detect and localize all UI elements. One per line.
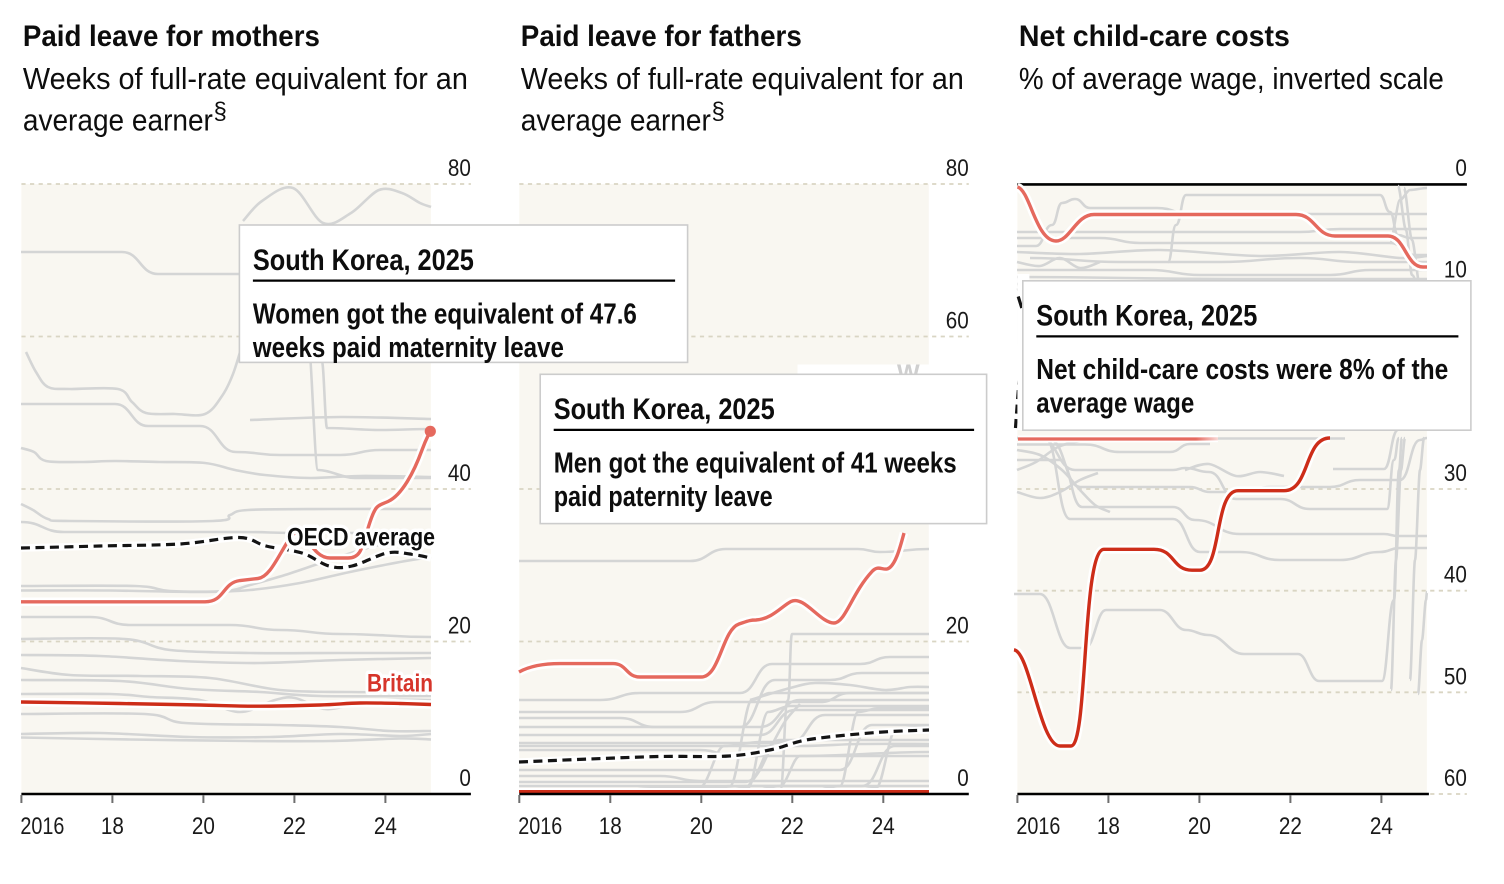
svg-text:0: 0 [459, 765, 471, 792]
svg-text:§: § [214, 98, 227, 125]
svg-text:weeks paid maternity leave: weeks paid maternity leave [252, 332, 564, 364]
svg-text:Paid leave for fathers: Paid leave for fathers [521, 20, 802, 53]
svg-text:18: 18 [599, 813, 622, 840]
svg-text:22: 22 [781, 813, 804, 840]
svg-text:80: 80 [448, 155, 471, 182]
svg-text:24: 24 [872, 813, 895, 840]
svg-text:Weeks of full-rate equivalent: Weeks of full-rate equivalent for an [521, 61, 964, 96]
svg-text:average earner: average earner [521, 103, 711, 138]
svg-text:average earner: average earner [23, 103, 213, 138]
svg-text:20: 20 [690, 813, 713, 840]
svg-text:50: 50 [1444, 663, 1467, 690]
svg-text:average wage: average wage [1036, 388, 1194, 420]
svg-text:30: 30 [1444, 460, 1467, 487]
svg-text:20: 20 [192, 813, 215, 840]
svg-text:18: 18 [1097, 813, 1120, 840]
svg-text:18: 18 [101, 813, 124, 840]
svg-text:20: 20 [946, 613, 969, 640]
svg-text:§: § [712, 98, 725, 125]
svg-text:2016: 2016 [1016, 813, 1060, 840]
svg-text:South Korea, 2025: South Korea, 2025 [253, 244, 474, 277]
svg-text:paid paternity leave: paid paternity leave [554, 481, 773, 513]
svg-text:40: 40 [448, 460, 471, 487]
svg-text:10: 10 [1444, 257, 1467, 284]
svg-text:Net child-care costs: Net child-care costs [1019, 20, 1290, 53]
svg-text:Weeks of full-rate equivalent: Weeks of full-rate equivalent for an [23, 61, 468, 96]
svg-text:% of average wage, inverted sc: % of average wage, inverted scale [1019, 61, 1444, 96]
svg-text:22: 22 [1279, 813, 1302, 840]
svg-text:South Korea, 2025: South Korea, 2025 [554, 393, 775, 426]
svg-text:22: 22 [283, 813, 306, 840]
svg-text:20: 20 [1188, 813, 1211, 840]
svg-text:0: 0 [957, 765, 969, 792]
svg-text:Men got the equivalent of 41 w: Men got the equivalent of 41 weeks [554, 448, 957, 480]
svg-text:0: 0 [1455, 155, 1467, 182]
svg-text:24: 24 [374, 813, 397, 840]
svg-text:South Korea, 2025: South Korea, 2025 [1036, 300, 1257, 333]
svg-text:Britain: Britain [367, 670, 433, 698]
svg-text:20: 20 [448, 613, 471, 640]
svg-text:60: 60 [1444, 765, 1467, 792]
svg-text:Paid leave for mothers: Paid leave for mothers [23, 20, 320, 53]
svg-text:2016: 2016 [20, 813, 64, 840]
svg-text:40: 40 [1444, 562, 1467, 589]
svg-text:60: 60 [946, 308, 969, 335]
svg-text:24: 24 [1370, 813, 1393, 840]
svg-text:Net child-care costs were 8% o: Net child-care costs were 8% of the [1036, 354, 1448, 386]
svg-text:80: 80 [946, 155, 969, 182]
svg-text:OECD average: OECD average [287, 524, 435, 552]
svg-text:2016: 2016 [518, 813, 562, 840]
svg-text:Women got the equivalent of 47: Women got the equivalent of 47.6 [253, 298, 637, 330]
